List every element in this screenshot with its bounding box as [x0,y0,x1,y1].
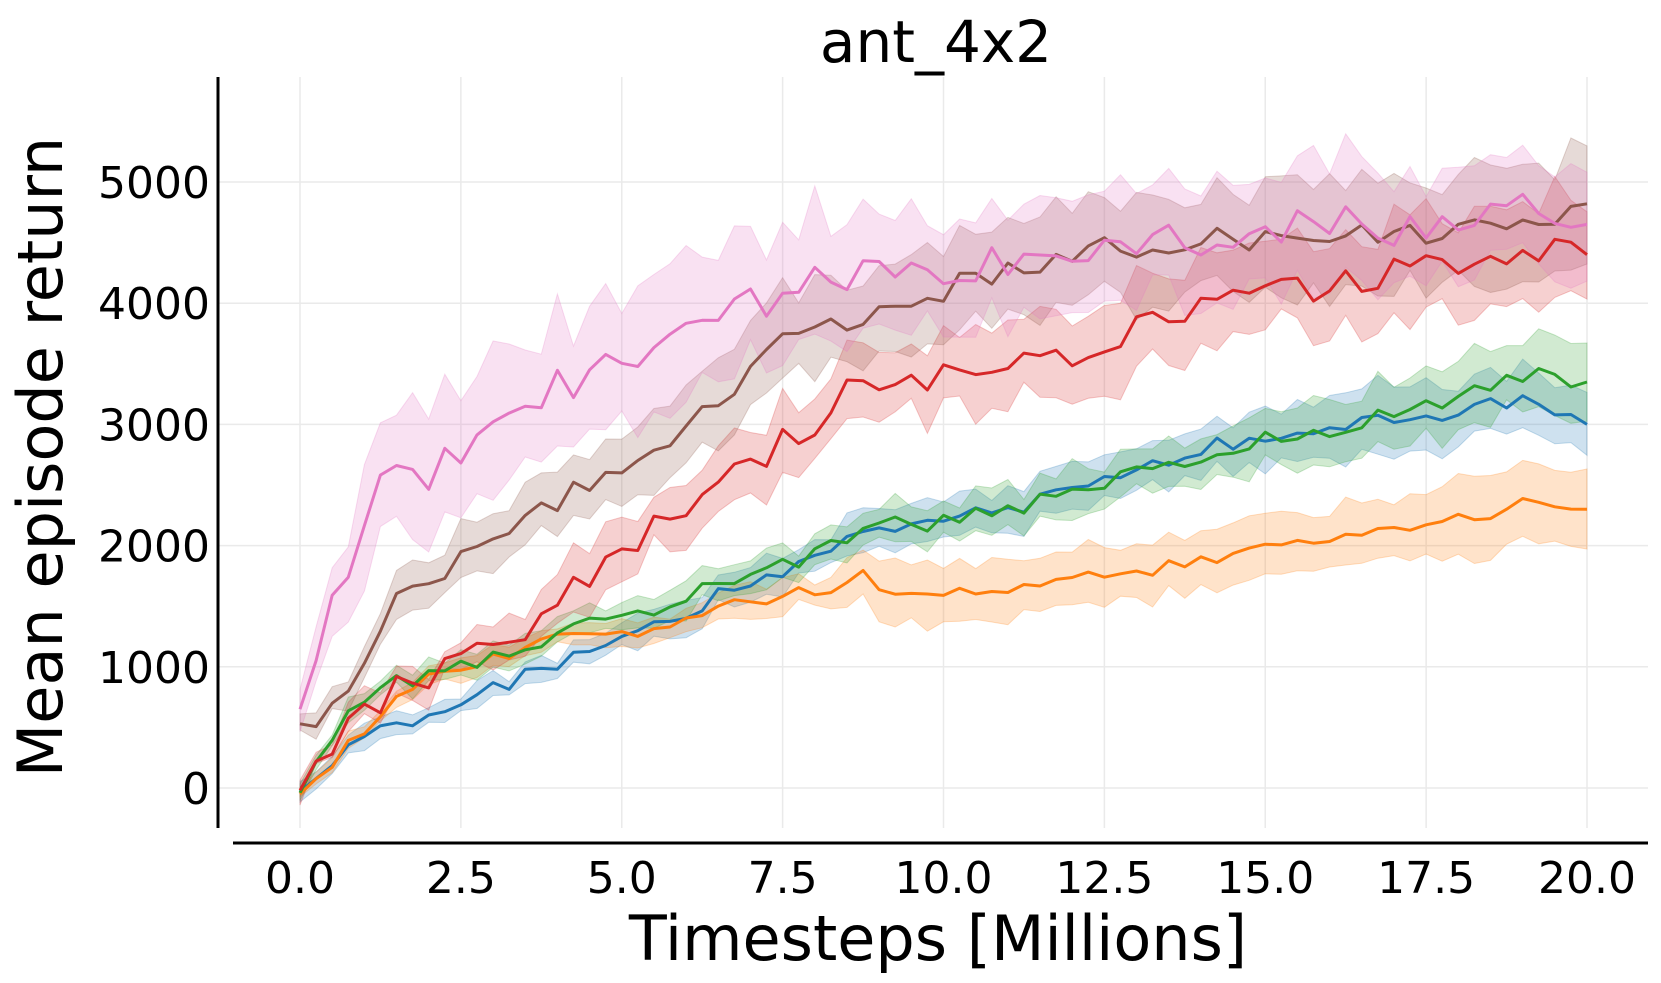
x-tick-label: 7.5 [748,853,818,904]
y-tick-label: 3000 [98,400,210,451]
series-line-2 [298,367,1588,794]
y-ticks: 0 1000 2000 3000 4000 5000 [98,158,210,815]
y-tick-label: 0 [182,764,210,815]
axes [216,77,1648,845]
x-tick-label: 10.0 [895,853,993,904]
series-band-3 [299,175,1588,806]
x-tick-label: 15.0 [1216,853,1314,904]
x-axis-label: Timesteps [Millions] [628,902,1247,975]
x-tick-label: 2.5 [426,853,496,904]
x-tick-label: 17.5 [1377,853,1475,904]
series-line-4 [299,202,1588,729]
series-line-3 [298,237,1588,792]
x-tick-label: 12.5 [1055,853,1153,904]
x-tick-label: 0.0 [265,853,335,904]
series-band-5 [299,132,1588,733]
chart-title: ant_4x2 [820,8,1052,76]
series-band-4 [299,137,1588,740]
x-ticks: 0.0 2.5 5.0 7.5 10.0 12.5 15.0 17.5 20.0 [265,853,1636,904]
series-band-0 [299,358,1588,804]
series-line-5 [298,192,1588,710]
y-tick-label: 4000 [98,279,210,330]
y-axis-label: Mean episode return [4,137,77,777]
x-tick-label: 20.0 [1538,853,1636,904]
series-band-2 [299,328,1588,801]
y-tick-label: 2000 [98,522,210,573]
y-tick-label: 5000 [98,158,210,209]
series-lines [298,192,1588,796]
x-tick-label: 5.0 [587,853,657,904]
y-tick-label: 1000 [98,643,210,694]
grid [218,77,1648,828]
